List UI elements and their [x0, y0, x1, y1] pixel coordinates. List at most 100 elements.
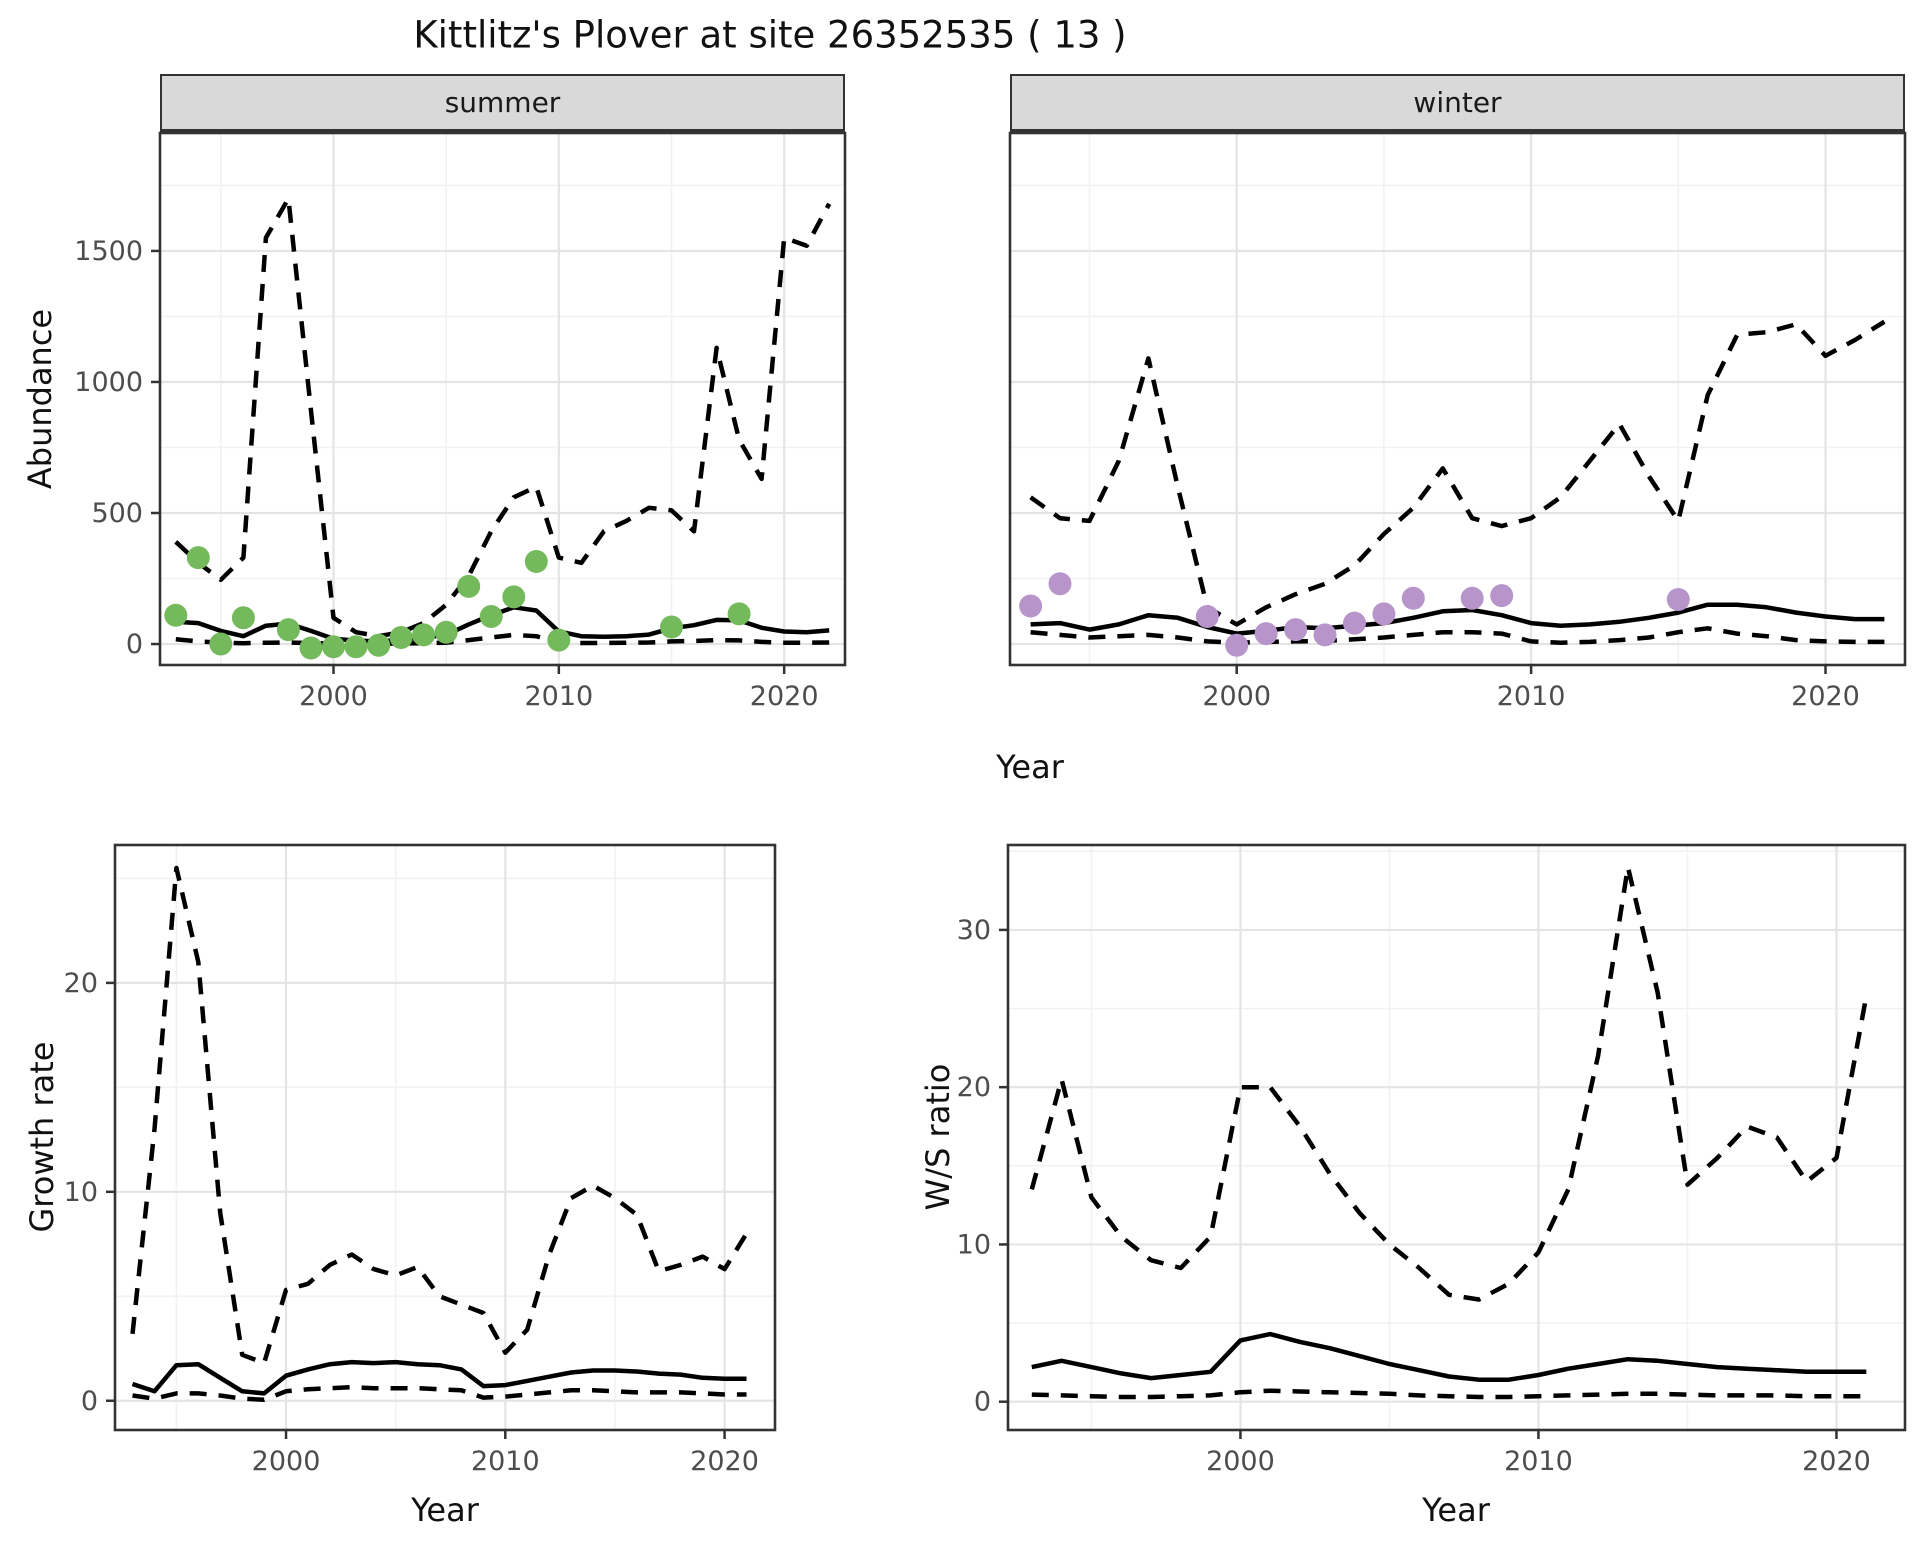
series: [1029, 864, 1869, 1400]
x-axis-title-year-top: Year: [996, 748, 1064, 786]
y-tick-label: 1500: [74, 236, 143, 267]
series-upper-ci: [130, 865, 749, 1366]
panel-border: [158, 131, 847, 667]
y-tick-label: 20: [957, 1072, 991, 1103]
grid-major: [115, 845, 775, 1430]
series: [1029, 319, 1886, 645]
grid-major: [1008, 845, 1905, 1430]
series-estimate: [1030, 602, 1885, 636]
data-point: [164, 603, 188, 627]
y-tick-label: 0: [974, 1387, 991, 1418]
series-upper-ci: [1029, 864, 1869, 1302]
data-point: [457, 574, 481, 598]
x-tick-label: 2010: [1497, 681, 1566, 712]
x-tick-label: 2010: [1504, 1446, 1573, 1477]
data-point: [299, 636, 323, 660]
x-axis-title-year-bottom-right: Year: [1422, 1491, 1490, 1529]
axis-ticks: 2000 2010 2020 0 500 1000 1500: [74, 236, 818, 712]
data-point: [276, 618, 300, 642]
panel-border: [1006, 843, 1907, 1432]
grid-minor: [115, 845, 775, 1430]
growth-rate-plot: 2000 2010 2020 0 10 20: [64, 843, 777, 1477]
panel-border: [113, 843, 777, 1432]
facet-strip-winter: winter: [1010, 74, 1905, 133]
panel-background: [1008, 845, 1905, 1430]
x-tick-label: 2000: [1206, 1446, 1275, 1477]
data-point: [344, 635, 368, 659]
facet-strip-summer-label: summer: [444, 86, 561, 119]
data-point: [367, 633, 391, 657]
series-lower-ci: [1031, 1388, 1867, 1400]
data-point: [479, 605, 503, 628]
axis-ticks: 2000 2010 2020 0 10 20: [64, 968, 759, 1477]
data-point: [434, 620, 458, 644]
data-point: [1460, 586, 1484, 610]
data-point: [1343, 611, 1366, 635]
grid-minor: [1010, 133, 1905, 665]
data-point: [231, 606, 255, 630]
y-tick-label: 10: [64, 1177, 98, 1208]
panel-border: [1008, 131, 1907, 667]
chart-title: Kittlitz's Plover at site 26352535 ( 13 …: [413, 13, 1127, 57]
series-lower-ci: [132, 1384, 747, 1402]
data-point: [1401, 586, 1425, 610]
series-estimate: [1031, 1331, 1867, 1382]
grid-major: [1010, 133, 1905, 665]
x-tick-label: 2020: [690, 1446, 759, 1477]
x-tick-label: 2000: [1202, 681, 1271, 712]
observed-summer: [164, 546, 751, 660]
x-tick-label: 2020: [1791, 681, 1860, 712]
data-point: [209, 632, 233, 656]
x-tick-label: 2010: [471, 1446, 540, 1477]
data-point: [186, 546, 210, 570]
y-tick-label: 10: [957, 1229, 991, 1260]
ws-ratio-plot: 2000 2010 2020 0 10 20 30: [957, 843, 1907, 1477]
grid-minor: [1008, 845, 1905, 1430]
y-tick-label: 1000: [74, 367, 143, 398]
data-point: [1284, 618, 1308, 642]
data-point: [547, 628, 571, 652]
y-axis-title-abundance: Abundance: [21, 308, 59, 490]
data-point: [1372, 602, 1396, 626]
y-tick-label: 30: [957, 915, 991, 946]
series-lower-ci: [175, 632, 830, 647]
panel-ws-ratio: 2000 2010 2020 0 10 20 30: [957, 843, 1907, 1477]
y-tick-label: 500: [91, 498, 143, 529]
series: [130, 865, 749, 1402]
axis-ticks: 2000 2010 2020 0 10 20 30: [957, 915, 1871, 1477]
panel-background: [115, 845, 775, 1430]
panel-growth-rate: 2000 2010 2020 0 10 20: [64, 843, 777, 1477]
series-upper-ci: [174, 196, 832, 639]
series-upper-ci: [1029, 319, 1886, 627]
x-tick-label: 2000: [252, 1446, 321, 1477]
y-tick-label: 0: [81, 1386, 98, 1417]
y-axis-title-growth-rate: Growth rate: [23, 1041, 61, 1233]
data-point: [1195, 605, 1219, 628]
x-tick-label: 2020: [1802, 1446, 1871, 1477]
data-point: [660, 615, 683, 639]
data-point: [727, 602, 751, 626]
data-point: [412, 623, 436, 647]
x-tick-label: 2010: [524, 681, 593, 712]
data-point: [389, 626, 413, 649]
x-axis-title-year-bottom-left: Year: [411, 1491, 479, 1529]
data-point: [1019, 594, 1043, 618]
data-point: [1254, 622, 1278, 646]
panel-background: [1010, 133, 1905, 665]
series-estimate: [131, 1359, 747, 1396]
y-tick-label: 20: [64, 968, 98, 999]
panel-abundance-summer: 2000 2010 2020 0 500 1000 1500: [74, 131, 847, 712]
y-axis-title-ws-ratio: W/S ratio: [919, 1063, 957, 1211]
data-point: [1666, 588, 1690, 611]
facet-strip-summer: summer: [160, 74, 845, 133]
facet-strip-winter-label: winter: [1413, 86, 1502, 119]
grid-minor: [160, 133, 845, 665]
data-point: [322, 635, 345, 659]
panel-background: [160, 133, 845, 665]
data-point: [1225, 633, 1249, 657]
data-point: [1490, 584, 1514, 608]
x-tick-label: 2000: [299, 681, 368, 712]
x-tick-label: 2020: [750, 681, 819, 712]
abundance-winter-plot: 2000 2010 2020: [1008, 131, 1907, 712]
y-tick-label: 0: [126, 629, 143, 660]
